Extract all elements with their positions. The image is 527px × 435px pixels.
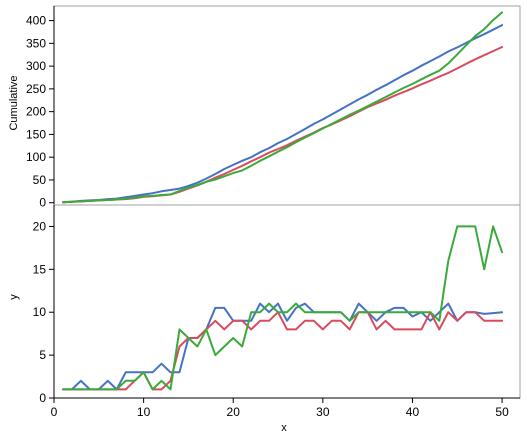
bottom-y-tick-label: 5 bbox=[39, 348, 46, 362]
x-tick-label: 30 bbox=[316, 405, 330, 419]
x-tick-label: 10 bbox=[137, 405, 151, 419]
top-y-tick-label: 100 bbox=[26, 150, 46, 164]
x-tick-label: 20 bbox=[227, 405, 241, 419]
bottom-y-tick-label: 0 bbox=[39, 391, 46, 405]
top-y-tick-label: 350 bbox=[26, 36, 46, 50]
x-tick-label: 50 bbox=[495, 405, 509, 419]
bottom-y-tick-label: 10 bbox=[33, 305, 47, 319]
top-series-line-2 bbox=[62, 46, 504, 204]
bottom-y-tick-label: 15 bbox=[33, 262, 47, 276]
top-y-tick-label: 250 bbox=[26, 82, 46, 96]
x-tick-label: 0 bbox=[51, 405, 58, 419]
bottom-y-tick-label: 20 bbox=[33, 219, 47, 233]
top-y-tick-label: 150 bbox=[26, 127, 46, 141]
x-tick-label: 40 bbox=[406, 405, 420, 419]
top-y-tick-label: 300 bbox=[26, 59, 46, 73]
top-y-tick-label: 200 bbox=[26, 105, 46, 119]
bottom-series-line-2 bbox=[62, 311, 504, 391]
top-plot-frame bbox=[53, 5, 521, 206]
top-y-tick-label: 400 bbox=[26, 14, 46, 28]
x-axis-label: x bbox=[281, 422, 287, 434]
top-series-line-1 bbox=[62, 24, 504, 204]
bottom-y-axis-label: y bbox=[8, 294, 20, 300]
top-series-line-3 bbox=[62, 11, 504, 204]
top-y-tick-label: 0 bbox=[39, 196, 46, 210]
top-y-axis-label: Cumulative bbox=[8, 75, 20, 130]
top-y-tick-label: 50 bbox=[33, 173, 47, 187]
bottom-plot-frame bbox=[53, 204, 521, 399]
bottom-series-line-3 bbox=[62, 225, 504, 391]
